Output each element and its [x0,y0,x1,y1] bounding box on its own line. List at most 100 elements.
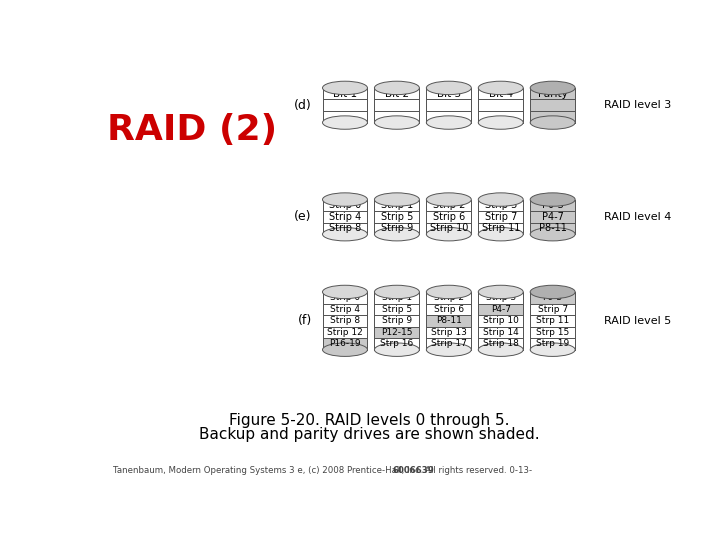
Ellipse shape [426,343,472,356]
Text: P8-11: P8-11 [539,224,567,233]
Bar [374,200,419,211]
Text: Strip 6: Strip 6 [433,305,464,314]
Bar [478,88,523,99]
Text: Strip 6: Strip 6 [433,212,465,222]
Bar [323,222,367,234]
Ellipse shape [323,227,367,241]
Ellipse shape [426,81,472,94]
Bar [530,99,575,111]
Text: Strip 10: Strip 10 [483,316,518,325]
Bar [478,111,523,123]
Bar [323,303,367,315]
Bar [374,99,419,111]
Text: Strip 9: Strip 9 [382,316,412,325]
Text: Strip 7: Strip 7 [538,305,568,314]
Bar [323,88,367,99]
Text: RAID level 4: RAID level 4 [604,212,671,222]
Text: Strip 11: Strip 11 [482,224,520,233]
Text: P4-7: P4-7 [491,305,510,314]
Text: Strip 5: Strip 5 [381,212,413,222]
Bar [374,88,419,99]
Bar [478,303,523,315]
Bar [478,99,523,111]
Text: P0-3: P0-3 [543,293,563,302]
Text: Strip 3: Strip 3 [485,200,517,210]
Text: P16-19: P16-19 [329,340,361,348]
Bar [530,200,575,211]
Ellipse shape [374,343,419,356]
Bar [374,338,419,350]
Ellipse shape [530,116,575,129]
Text: Strip 8: Strip 8 [329,224,361,233]
Bar [323,327,367,338]
Text: Strip 3: Strip 3 [486,293,516,302]
Bar [478,211,523,222]
Text: Strp 15: Strp 15 [536,328,570,337]
Bar [426,111,472,123]
Ellipse shape [323,285,367,299]
Text: Strip 1: Strip 1 [382,293,412,302]
Text: RAID (2): RAID (2) [107,113,277,147]
Text: RAID level 3: RAID level 3 [604,100,671,110]
Ellipse shape [530,81,575,94]
Bar [374,303,419,315]
Ellipse shape [478,343,523,356]
Bar [323,315,367,327]
Text: Strip 0: Strip 0 [329,200,361,210]
Text: Bit 4: Bit 4 [489,89,513,99]
Ellipse shape [323,116,367,129]
Text: Strip 12: Strip 12 [327,328,363,337]
Bar [374,111,419,123]
Ellipse shape [530,193,575,206]
Text: Bit 2: Bit 2 [384,89,409,99]
Ellipse shape [478,116,523,129]
Bar [323,211,367,222]
Bar [426,222,472,234]
Bar [530,111,575,123]
Bar [530,338,575,350]
Text: Strip 7: Strip 7 [485,212,517,222]
Bar [530,327,575,338]
Bar [426,338,472,350]
Ellipse shape [530,343,575,356]
Bar [323,200,367,211]
Text: Parity: Parity [538,89,567,99]
Text: Strip 4: Strip 4 [330,305,360,314]
Bar [426,88,472,99]
Ellipse shape [530,285,575,299]
Bar [478,200,523,211]
Bar [374,222,419,234]
Text: Strip 13: Strip 13 [431,328,467,337]
Bar [530,222,575,234]
Ellipse shape [478,81,523,94]
Ellipse shape [323,193,367,206]
Text: (e): (e) [294,211,312,224]
Text: Strip 4: Strip 4 [329,212,361,222]
Bar [323,99,367,111]
Text: Strip 10: Strip 10 [430,224,468,233]
Bar [426,303,472,315]
Ellipse shape [323,81,367,94]
Ellipse shape [323,343,367,356]
Bar [323,338,367,350]
Bar [478,292,523,303]
Text: Strip 1: Strip 1 [381,200,413,210]
Ellipse shape [478,227,523,241]
Bar [323,111,367,123]
Bar [426,99,472,111]
Text: RAID level 5: RAID level 5 [604,316,671,326]
Bar [426,315,472,327]
Bar [374,211,419,222]
Bar [478,338,523,350]
Text: Strip 2: Strip 2 [434,293,464,302]
Ellipse shape [478,285,523,299]
Text: Strip 9: Strip 9 [381,224,413,233]
Text: Strp 16: Strp 16 [380,340,413,348]
Text: (f): (f) [297,314,312,327]
Text: (d): (d) [294,99,312,112]
Text: Strp 11: Strp 11 [536,316,570,325]
Text: Strip 2: Strip 2 [433,200,465,210]
Bar [426,292,472,303]
Bar [530,303,575,315]
Bar [374,292,419,303]
